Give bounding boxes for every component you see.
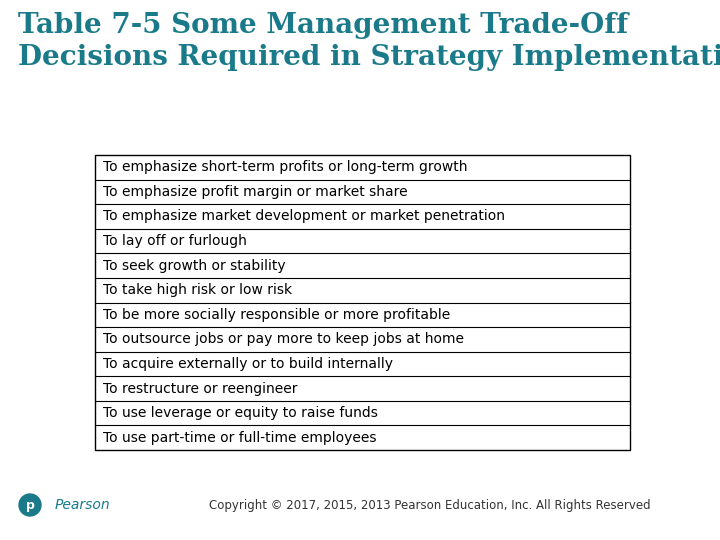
Text: To restructure or reengineer: To restructure or reengineer bbox=[103, 382, 297, 395]
Text: p: p bbox=[26, 498, 35, 511]
Text: To use part-time or full-time employees: To use part-time or full-time employees bbox=[103, 431, 377, 445]
Text: To use leverage or equity to raise funds: To use leverage or equity to raise funds bbox=[103, 406, 378, 420]
Text: To acquire externally or to build internally: To acquire externally or to build intern… bbox=[103, 357, 393, 371]
Text: Table 7-5 Some Management Trade-Off
Decisions Required in Strategy Implementatio: Table 7-5 Some Management Trade-Off Deci… bbox=[18, 12, 720, 71]
Text: To seek growth or stability: To seek growth or stability bbox=[103, 259, 286, 273]
Text: To be more socially responsible or more profitable: To be more socially responsible or more … bbox=[103, 308, 450, 322]
Text: To emphasize profit margin or market share: To emphasize profit margin or market sha… bbox=[103, 185, 408, 199]
Circle shape bbox=[19, 494, 41, 516]
Text: To outsource jobs or pay more to keep jobs at home: To outsource jobs or pay more to keep jo… bbox=[103, 333, 464, 346]
Bar bbox=[95, 155, 630, 450]
Text: Copyright © 2017, 2015, 2013 Pearson Education, Inc. All Rights Reserved: Copyright © 2017, 2015, 2013 Pearson Edu… bbox=[210, 498, 651, 511]
Text: To take high risk or low risk: To take high risk or low risk bbox=[103, 283, 292, 297]
Text: To lay off or furlough: To lay off or furlough bbox=[103, 234, 247, 248]
Text: To emphasize market development or market penetration: To emphasize market development or marke… bbox=[103, 210, 505, 224]
Text: Pearson: Pearson bbox=[55, 498, 111, 512]
Text: To emphasize short-term profits or long-term growth: To emphasize short-term profits or long-… bbox=[103, 160, 467, 174]
